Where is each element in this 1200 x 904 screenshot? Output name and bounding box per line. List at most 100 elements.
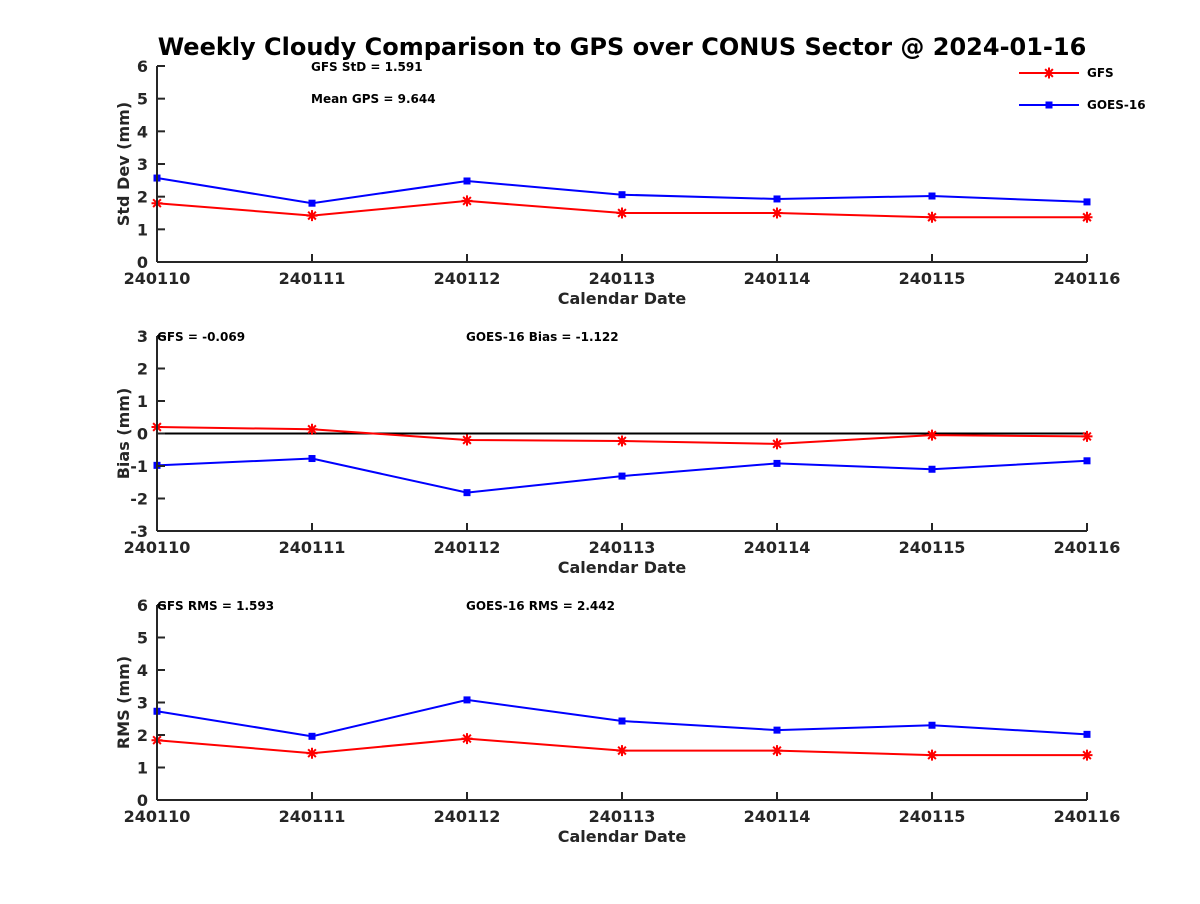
x-tick-label: 240111	[279, 269, 346, 288]
data-point-goes-16	[928, 192, 936, 200]
data-point-gfs	[1081, 211, 1093, 223]
data-point-goes-16	[773, 726, 781, 734]
subplot-1: 0 1 2 3 4 5 6 240110 240111 240112 240113 240114 240…	[114, 57, 1120, 308]
data-point-gfs	[306, 210, 318, 222]
data-point-gfs	[616, 207, 628, 219]
stat-annotation: GFS RMS = 1.593	[157, 599, 274, 613]
x-tick-label: 240115	[899, 807, 966, 826]
data-point-goes-16	[618, 472, 626, 480]
x-tick-label: 240114	[744, 807, 811, 826]
x-tick-label: 240112	[434, 269, 501, 288]
y-tick-label: 5	[137, 629, 148, 648]
y-tick-label: 6	[137, 596, 148, 615]
y-axis-label: Std Dev (mm)	[114, 102, 133, 226]
y-tick-label: 0	[137, 791, 148, 810]
data-point-gfs	[1081, 749, 1093, 761]
x-tick-label: 240113	[589, 538, 656, 557]
data-point-goes-16	[773, 195, 781, 203]
y-axis-label: Bias (mm)	[114, 388, 133, 480]
data-point-goes-16	[463, 696, 471, 704]
y-tick-label: 1	[137, 392, 148, 411]
data-point-gfs	[616, 435, 628, 447]
data-point-gfs	[926, 211, 938, 223]
subplot-3: 0 1 2 3 4 5 6 240110 240111 240112 240113 240114 240…	[114, 596, 1120, 846]
stat-annotation: Mean GPS = 9.644	[311, 92, 436, 106]
x-axis-label: Calendar Date	[558, 827, 687, 846]
stat-annotation: GOES-16 Bias = -1.122	[466, 330, 619, 344]
data-point-goes-16	[1083, 198, 1091, 206]
y-tick-label: 1	[137, 220, 148, 239]
y-axis-label: RMS (mm)	[114, 656, 133, 749]
series-line-goes-16	[156, 177, 1088, 205]
y-tick-label: 6	[137, 57, 148, 76]
legend-marker-gfs	[1043, 67, 1055, 79]
x-tick-label: 240114	[744, 269, 811, 288]
y-tick-label: 2	[137, 188, 148, 207]
figure-title: Weekly Cloudy Comparison to GPS over CON…	[158, 33, 1087, 61]
data-point-goes-16	[463, 489, 471, 497]
y-tick-label: 1	[137, 759, 148, 778]
data-point-gfs	[616, 745, 628, 757]
legend: GFS GOES-16	[1019, 66, 1146, 112]
x-tick-label: 240110	[124, 807, 191, 826]
y-tick-label: 5	[137, 90, 148, 109]
x-tick-label: 240116	[1054, 269, 1121, 288]
y-tick-label: 4	[137, 122, 148, 141]
data-point-goes-16	[308, 199, 316, 207]
x-tick-label: 240113	[589, 269, 656, 288]
data-point-goes-16	[928, 721, 936, 729]
data-point-goes-16	[618, 191, 626, 199]
data-point-gfs	[771, 438, 783, 450]
data-point-goes-16	[1083, 457, 1091, 465]
y-tick-label: -1	[130, 457, 148, 476]
legend-marker-goes-16	[1045, 101, 1053, 109]
data-point-goes-16	[773, 459, 781, 467]
data-point-goes-16	[928, 465, 936, 473]
data-point-goes-16	[618, 717, 626, 725]
x-tick-label: 240116	[1054, 807, 1121, 826]
y-tick-label: 2	[137, 360, 148, 379]
data-point-gfs	[771, 745, 783, 757]
data-point-goes-16	[1083, 730, 1091, 738]
data-point-gfs	[461, 733, 473, 745]
data-point-gfs	[771, 207, 783, 219]
x-tick-label: 240111	[279, 807, 346, 826]
data-point-gfs	[461, 195, 473, 207]
x-tick-label: 240112	[434, 538, 501, 557]
y-tick-label: 0	[137, 425, 148, 444]
x-tick-label: 240111	[279, 538, 346, 557]
x-tick-label: 240115	[899, 538, 966, 557]
y-tick-label: 0	[137, 253, 148, 272]
y-tick-label: 3	[137, 694, 148, 713]
legend-label-goes-16: GOES-16	[1087, 98, 1146, 112]
x-tick-label: 240112	[434, 807, 501, 826]
y-tick-label: 3	[137, 327, 148, 346]
subplot-2: -3 -2 -1 0 1 2 3 240110 240111 240112 240113 240114…	[114, 327, 1120, 577]
y-tick-label: -3	[130, 522, 148, 541]
y-tick-label: 3	[137, 155, 148, 174]
x-tick-label: 240113	[589, 807, 656, 826]
data-point-goes-16	[308, 732, 316, 740]
stat-annotation: GOES-16 RMS = 2.442	[466, 599, 615, 613]
legend-label-gfs: GFS	[1087, 66, 1114, 80]
stat-annotation: GFS StD = 1.591	[311, 60, 423, 74]
y-tick-label: -2	[130, 490, 148, 509]
data-point-goes-16	[463, 177, 471, 185]
x-axis-label: Calendar Date	[558, 289, 687, 308]
data-point-gfs	[1081, 430, 1093, 442]
x-tick-label: 240110	[124, 538, 191, 557]
x-tick-label: 240114	[744, 538, 811, 557]
data-point-gfs	[306, 747, 318, 759]
data-point-gfs	[306, 423, 318, 435]
x-tick-label: 240116	[1054, 538, 1121, 557]
x-axis-label: Calendar Date	[558, 558, 687, 577]
data-point-gfs	[926, 429, 938, 441]
y-tick-label: 4	[137, 661, 148, 680]
data-point-gfs	[926, 749, 938, 761]
x-tick-label: 240115	[899, 269, 966, 288]
x-tick-label: 240110	[124, 269, 191, 288]
data-point-gfs	[461, 434, 473, 446]
data-point-goes-16	[308, 455, 316, 463]
